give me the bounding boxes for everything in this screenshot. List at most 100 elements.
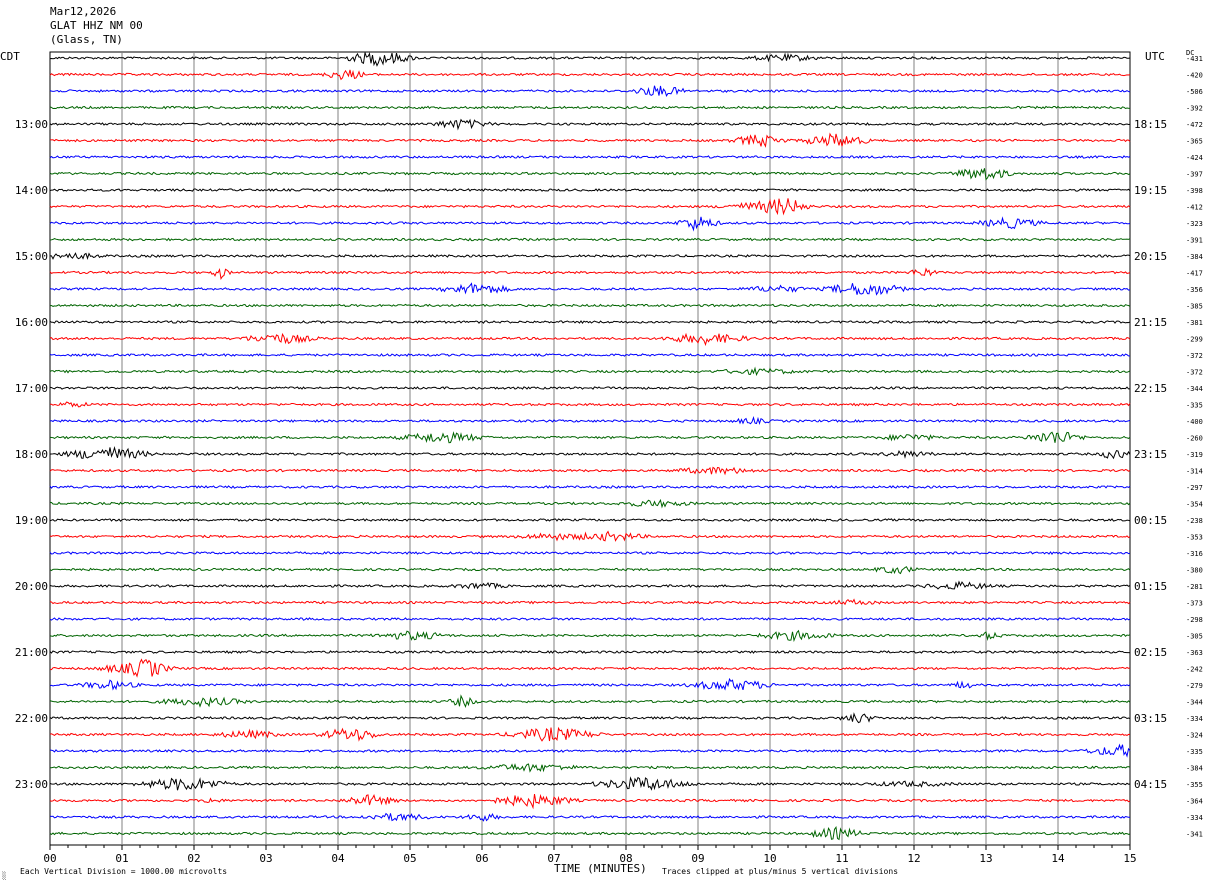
x-tick-label: 08 xyxy=(619,852,632,865)
seismic-trace xyxy=(49,826,1131,841)
dc-offset-label: -354 xyxy=(1186,501,1203,509)
seismic-trace xyxy=(49,168,1131,181)
seismic-trace xyxy=(49,617,1131,621)
right-hour-label: 18:15 xyxy=(1134,118,1167,131)
seismic-trace xyxy=(49,237,1131,242)
seismic-trace xyxy=(49,551,1131,555)
seismic-trace xyxy=(49,198,1131,216)
seismic-trace xyxy=(49,726,1131,742)
seismic-trace xyxy=(49,650,1131,654)
seismic-trace xyxy=(50,252,1131,260)
dc-offset-label: -400 xyxy=(1186,418,1203,426)
seismic-trace xyxy=(49,776,1131,791)
left-hour-label: 18:00 xyxy=(15,448,48,461)
seismic-trace xyxy=(49,466,1131,476)
plot-frame xyxy=(49,51,1131,846)
dc-offset-label: -384 xyxy=(1186,765,1203,773)
dc-offset-label: -431 xyxy=(1186,55,1203,63)
dc-column-label: DC xyxy=(1186,49,1195,57)
seismic-trace xyxy=(50,763,1131,773)
seismic-trace xyxy=(49,598,1131,606)
dc-offset-label: -344 xyxy=(1186,699,1203,707)
seismic-trace xyxy=(49,712,1131,724)
seismic-trace xyxy=(49,793,1131,810)
dc-offset-label: -335 xyxy=(1186,402,1203,410)
seismic-trace xyxy=(49,85,1131,97)
dc-offset-label: -334 xyxy=(1186,715,1203,723)
dc-offset-label: -319 xyxy=(1186,451,1203,459)
dc-offset-label: -353 xyxy=(1186,534,1203,542)
dc-offset-label: -384 xyxy=(1186,253,1203,261)
dc-offset-label: -417 xyxy=(1186,270,1203,278)
seismic-trace xyxy=(49,188,1131,192)
right-hour-label: 03:15 xyxy=(1134,712,1167,725)
dc-offset-label: -381 xyxy=(1186,319,1203,327)
dc-offset-label: -316 xyxy=(1186,550,1203,558)
seismic-trace xyxy=(49,743,1131,758)
left-hour-label: 14:00 xyxy=(15,184,48,197)
dc-offset-label: -373 xyxy=(1186,600,1203,608)
dc-offset-label: -356 xyxy=(1186,286,1203,294)
right-hour-label: 23:15 xyxy=(1134,448,1167,461)
x-tick-label: 03 xyxy=(259,852,272,865)
dc-offset-label: -372 xyxy=(1186,352,1203,360)
dc-offset-label: -385 xyxy=(1186,303,1203,311)
x-axis-label: TIME (MINUTES) xyxy=(554,862,647,875)
seismic-trace xyxy=(49,366,1131,377)
seismic-trace xyxy=(49,498,1131,509)
seismic-trace xyxy=(49,401,1131,408)
dc-offset-label: -380 xyxy=(1186,567,1203,575)
seismic-trace xyxy=(49,353,1131,357)
header-location: (Glass, TN) xyxy=(50,33,123,46)
x-tick-label: 14 xyxy=(1051,852,1065,865)
seismic-trace xyxy=(49,386,1130,390)
x-tick-label: 13 xyxy=(979,852,992,865)
left-timezone-label: CDT xyxy=(0,50,20,63)
dc-offset-label: -242 xyxy=(1186,666,1203,674)
seismic-trace xyxy=(49,132,1131,148)
seismic-trace xyxy=(49,658,1131,678)
dc-offset-label: -324 xyxy=(1186,732,1203,740)
dc-offset-label: -412 xyxy=(1186,204,1203,212)
header-station: GLAT HHZ NM 00 xyxy=(50,19,143,32)
seismic-trace xyxy=(49,105,1131,110)
dc-offset-label: -344 xyxy=(1186,385,1203,393)
dc-offset-label: -334 xyxy=(1186,814,1203,822)
x-tick-label: 06 xyxy=(475,852,488,865)
dc-offset-label: -424 xyxy=(1186,154,1203,162)
seismic-trace xyxy=(49,694,1131,709)
dc-offset-label: -472 xyxy=(1186,121,1203,129)
seismic-trace xyxy=(49,518,1131,522)
seismic-trace xyxy=(49,118,1131,131)
clip-note: Traces clipped at plus/minus 5 vertical … xyxy=(662,867,899,876)
header-date: Mar12,2026 xyxy=(50,5,117,18)
dc-offset-label: -364 xyxy=(1186,798,1203,806)
seismic-trace xyxy=(49,677,1131,691)
x-tick-label: 00 xyxy=(43,852,56,865)
right-hour-label: 02:15 xyxy=(1134,646,1167,659)
left-hour-label: 22:00 xyxy=(15,712,48,725)
right-hour-label: 20:15 xyxy=(1134,250,1167,263)
scale-note: Each Vertical Division = 1000.00 microvo… xyxy=(20,867,228,876)
seismic-trace xyxy=(49,320,1131,324)
x-tick-label: 02 xyxy=(187,852,200,865)
left-hour-label: 19:00 xyxy=(15,514,48,527)
left-hour-label: 13:00 xyxy=(15,118,48,131)
dc-offset-label: -355 xyxy=(1186,781,1203,789)
dc-offset-label: -363 xyxy=(1186,649,1203,657)
x-tick-label: 01 xyxy=(115,852,128,865)
dc-offset-label: -281 xyxy=(1186,583,1203,591)
seismic-trace xyxy=(49,52,1131,67)
dc-offset-label: -305 xyxy=(1186,633,1203,641)
corner-mark-icon: ░ xyxy=(2,872,7,880)
seismic-trace xyxy=(49,155,1131,159)
dc-offset-label: -341 xyxy=(1186,831,1203,839)
dc-offset-label: -365 xyxy=(1186,138,1203,146)
seismic-trace xyxy=(49,267,1131,281)
right-hour-label: 04:15 xyxy=(1134,778,1167,791)
x-tick-label: 10 xyxy=(763,852,776,865)
left-hour-label: 17:00 xyxy=(15,382,48,395)
left-hour-label: 21:00 xyxy=(15,646,48,659)
right-hour-label: 21:15 xyxy=(1134,316,1167,329)
